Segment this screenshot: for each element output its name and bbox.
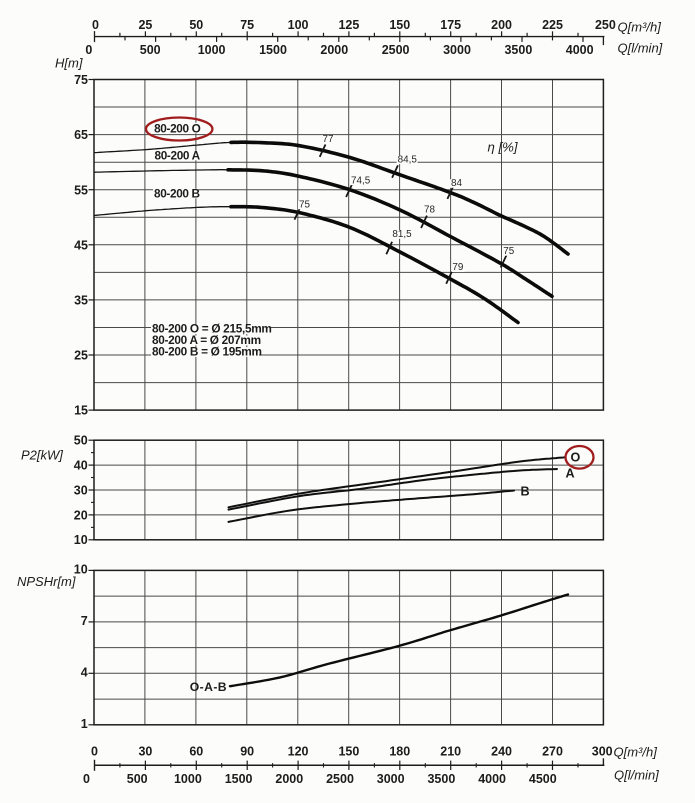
svg-text:500: 500 bbox=[127, 772, 148, 786]
svg-text:30: 30 bbox=[138, 745, 152, 759]
svg-text:7: 7 bbox=[81, 614, 88, 628]
svg-text:4500: 4500 bbox=[529, 772, 557, 786]
svg-text:10: 10 bbox=[74, 533, 88, 547]
svg-text:80-200 B = Ø 195mm: 80-200 B = Ø 195mm bbox=[152, 344, 262, 358]
svg-text:500: 500 bbox=[140, 43, 161, 57]
svg-text:4000: 4000 bbox=[566, 43, 594, 57]
svg-text:80-200 O: 80-200 O bbox=[154, 121, 201, 135]
svg-text:77: 77 bbox=[323, 134, 334, 145]
svg-text:1500: 1500 bbox=[225, 772, 253, 786]
svg-text:84: 84 bbox=[451, 178, 462, 189]
svg-text:35: 35 bbox=[74, 294, 88, 308]
svg-text:NPSHr[m]: NPSHr[m] bbox=[17, 574, 76, 589]
svg-text:η [%]: η [%] bbox=[488, 140, 518, 155]
svg-text:2500: 2500 bbox=[382, 43, 410, 57]
svg-text:25: 25 bbox=[74, 349, 88, 363]
svg-text:1000: 1000 bbox=[174, 772, 202, 786]
svg-text:Q[m³/h]: Q[m³/h] bbox=[614, 745, 658, 760]
svg-text:3500: 3500 bbox=[427, 772, 455, 786]
svg-text:75: 75 bbox=[503, 246, 514, 257]
svg-text:80-200 O = Ø 215,5mm: 80-200 O = Ø 215,5mm bbox=[152, 322, 272, 336]
svg-text:0: 0 bbox=[85, 43, 92, 57]
svg-text:B: B bbox=[521, 484, 530, 498]
svg-text:55: 55 bbox=[74, 183, 88, 197]
svg-text:175: 175 bbox=[440, 18, 461, 32]
svg-text:3000: 3000 bbox=[443, 43, 471, 57]
svg-text:4: 4 bbox=[81, 666, 88, 680]
svg-text:90: 90 bbox=[240, 745, 254, 759]
svg-text:150: 150 bbox=[389, 18, 410, 32]
svg-text:A: A bbox=[566, 466, 575, 480]
svg-text:P2[kW]: P2[kW] bbox=[21, 448, 63, 463]
svg-text:50: 50 bbox=[189, 18, 203, 32]
svg-text:3000: 3000 bbox=[377, 772, 405, 786]
svg-text:250: 250 bbox=[595, 18, 616, 32]
svg-text:80-200 B: 80-200 B bbox=[154, 186, 200, 200]
svg-text:79: 79 bbox=[452, 262, 463, 273]
svg-text:78: 78 bbox=[424, 204, 435, 215]
svg-text:100: 100 bbox=[288, 18, 309, 32]
svg-text:45: 45 bbox=[74, 238, 88, 252]
svg-text:80-200 A = Ø 207mm: 80-200 A = Ø 207mm bbox=[152, 333, 261, 347]
svg-text:0: 0 bbox=[91, 745, 98, 759]
svg-text:2500: 2500 bbox=[326, 772, 354, 786]
svg-text:Q[l/min]: Q[l/min] bbox=[614, 768, 659, 783]
svg-text:3500: 3500 bbox=[504, 43, 532, 57]
svg-text:270: 270 bbox=[542, 745, 563, 759]
svg-text:75: 75 bbox=[240, 18, 254, 32]
svg-text:120: 120 bbox=[288, 745, 309, 759]
svg-text:50: 50 bbox=[74, 434, 88, 448]
svg-text:210: 210 bbox=[440, 745, 461, 759]
svg-text:200: 200 bbox=[491, 18, 512, 32]
svg-text:75: 75 bbox=[299, 200, 310, 211]
svg-text:240: 240 bbox=[491, 745, 512, 759]
svg-text:15: 15 bbox=[74, 404, 88, 418]
svg-text:1500: 1500 bbox=[259, 43, 287, 57]
svg-text:180: 180 bbox=[389, 745, 410, 759]
svg-text:225: 225 bbox=[542, 18, 563, 32]
svg-text:Q[m³/h]: Q[m³/h] bbox=[618, 20, 662, 35]
svg-text:1000: 1000 bbox=[198, 43, 226, 57]
svg-text:150: 150 bbox=[338, 745, 359, 759]
svg-text:Q[l/min]: Q[l/min] bbox=[618, 41, 663, 56]
svg-text:4000: 4000 bbox=[478, 772, 506, 786]
svg-text:80-200 A: 80-200 A bbox=[155, 149, 201, 163]
svg-text:25: 25 bbox=[138, 18, 152, 32]
svg-text:O: O bbox=[571, 451, 581, 465]
svg-text:0: 0 bbox=[92, 18, 99, 32]
svg-text:2000: 2000 bbox=[320, 43, 348, 57]
svg-text:O-A-B: O-A-B bbox=[190, 680, 227, 694]
svg-text:40: 40 bbox=[74, 459, 88, 473]
svg-text:10: 10 bbox=[74, 563, 88, 577]
svg-text:30: 30 bbox=[74, 483, 88, 497]
svg-text:81,5: 81,5 bbox=[392, 229, 412, 240]
svg-text:75: 75 bbox=[74, 73, 88, 87]
svg-text:0: 0 bbox=[83, 772, 90, 786]
svg-text:1: 1 bbox=[81, 717, 88, 731]
svg-text:H[m]: H[m] bbox=[55, 55, 83, 70]
svg-text:125: 125 bbox=[338, 18, 359, 32]
svg-text:65: 65 bbox=[74, 128, 88, 142]
svg-text:300: 300 bbox=[592, 745, 613, 759]
svg-text:60: 60 bbox=[189, 745, 203, 759]
svg-text:74,5: 74,5 bbox=[351, 175, 371, 186]
svg-text:84,5: 84,5 bbox=[398, 154, 418, 165]
svg-text:2000: 2000 bbox=[275, 772, 303, 786]
svg-text:20: 20 bbox=[74, 508, 88, 522]
